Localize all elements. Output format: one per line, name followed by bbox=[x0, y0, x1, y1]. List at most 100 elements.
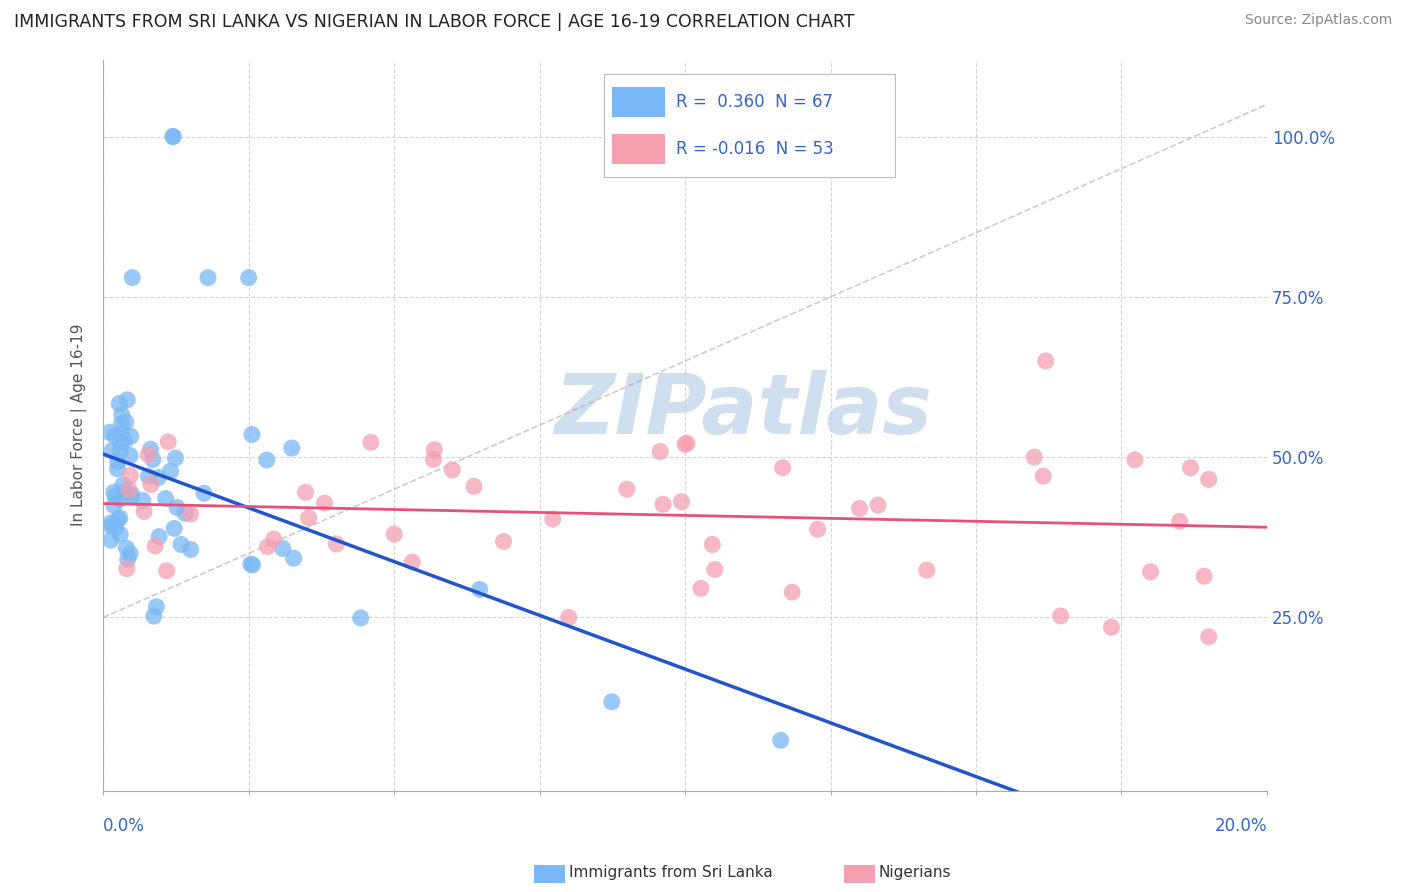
Point bbox=[1192, 569, 1215, 583]
Point bbox=[121, 270, 143, 285]
Point bbox=[110, 417, 132, 431]
Point bbox=[174, 506, 197, 520]
Point bbox=[148, 530, 170, 544]
Point bbox=[1168, 514, 1191, 528]
Point bbox=[142, 452, 165, 467]
Point bbox=[101, 443, 124, 458]
Point bbox=[104, 489, 127, 503]
Point bbox=[423, 442, 446, 457]
Point bbox=[107, 454, 129, 468]
Point bbox=[652, 497, 675, 511]
Point bbox=[108, 527, 131, 541]
Text: 20.0%: 20.0% bbox=[1215, 817, 1267, 835]
Point bbox=[492, 534, 515, 549]
Point bbox=[139, 477, 162, 491]
Point bbox=[769, 733, 792, 747]
Point bbox=[132, 504, 155, 518]
Point bbox=[1049, 609, 1071, 624]
Point bbox=[382, 527, 405, 541]
Text: Source: ZipAtlas.com: Source: ZipAtlas.com bbox=[1244, 13, 1392, 28]
Point bbox=[350, 611, 373, 625]
Point bbox=[294, 485, 316, 500]
Point bbox=[121, 487, 143, 501]
Point bbox=[256, 453, 278, 467]
Point bbox=[98, 425, 121, 440]
Point bbox=[197, 270, 219, 285]
Point bbox=[702, 537, 724, 551]
Point bbox=[671, 495, 693, 509]
Point bbox=[866, 498, 889, 512]
Point bbox=[115, 561, 138, 575]
Point bbox=[107, 512, 129, 526]
Point bbox=[156, 564, 179, 578]
Point bbox=[100, 516, 122, 530]
Point bbox=[806, 522, 828, 536]
Point bbox=[780, 585, 803, 599]
Point bbox=[180, 542, 202, 557]
Point bbox=[1198, 472, 1220, 486]
Point bbox=[1139, 565, 1161, 579]
Point bbox=[600, 695, 623, 709]
Point bbox=[143, 539, 166, 553]
Point bbox=[676, 436, 699, 450]
Point bbox=[673, 437, 696, 451]
Point bbox=[297, 511, 319, 525]
Point bbox=[118, 483, 141, 497]
Point bbox=[541, 512, 564, 526]
Point bbox=[557, 610, 579, 624]
Point bbox=[108, 511, 131, 525]
Point bbox=[238, 270, 260, 285]
Point bbox=[163, 521, 186, 535]
Point bbox=[138, 469, 160, 483]
Point bbox=[120, 490, 142, 504]
Point bbox=[239, 557, 262, 571]
Point bbox=[120, 547, 142, 561]
Point bbox=[1099, 620, 1122, 634]
Text: Nigerians: Nigerians bbox=[879, 865, 952, 880]
Point bbox=[110, 435, 132, 450]
Point bbox=[145, 599, 167, 614]
Point bbox=[166, 500, 188, 515]
Point bbox=[108, 396, 131, 410]
Point bbox=[103, 428, 125, 442]
Point bbox=[360, 435, 382, 450]
Point bbox=[100, 519, 122, 533]
Point bbox=[157, 434, 180, 449]
Point bbox=[115, 392, 138, 407]
Point bbox=[283, 551, 305, 566]
Point bbox=[115, 415, 138, 429]
Point bbox=[242, 558, 264, 572]
Point bbox=[162, 129, 184, 144]
Point bbox=[165, 451, 187, 466]
Point bbox=[159, 464, 181, 478]
Point bbox=[616, 482, 638, 496]
Point bbox=[114, 485, 136, 500]
Point bbox=[772, 460, 794, 475]
Point bbox=[325, 537, 347, 551]
Point bbox=[111, 478, 134, 492]
Point bbox=[117, 552, 139, 566]
Text: 0.0%: 0.0% bbox=[103, 817, 145, 835]
Point bbox=[115, 541, 138, 556]
Point bbox=[703, 562, 725, 576]
Point bbox=[401, 555, 423, 569]
Point bbox=[136, 447, 159, 461]
Text: Immigrants from Sri Lanka: Immigrants from Sri Lanka bbox=[569, 865, 773, 880]
Point bbox=[155, 491, 177, 506]
Point bbox=[915, 563, 938, 577]
Point bbox=[100, 533, 122, 548]
Point bbox=[139, 442, 162, 456]
Point bbox=[263, 532, 285, 546]
Point bbox=[468, 582, 491, 597]
Point bbox=[1180, 460, 1202, 475]
Point bbox=[650, 444, 672, 458]
Point bbox=[271, 541, 294, 556]
Point bbox=[256, 540, 278, 554]
Y-axis label: In Labor Force | Age 16-19: In Labor Force | Age 16-19 bbox=[72, 324, 87, 526]
Point bbox=[170, 537, 193, 551]
Point bbox=[110, 444, 132, 458]
Point bbox=[180, 507, 202, 521]
Point bbox=[1123, 453, 1146, 467]
Point bbox=[107, 462, 129, 476]
Point bbox=[148, 470, 170, 484]
